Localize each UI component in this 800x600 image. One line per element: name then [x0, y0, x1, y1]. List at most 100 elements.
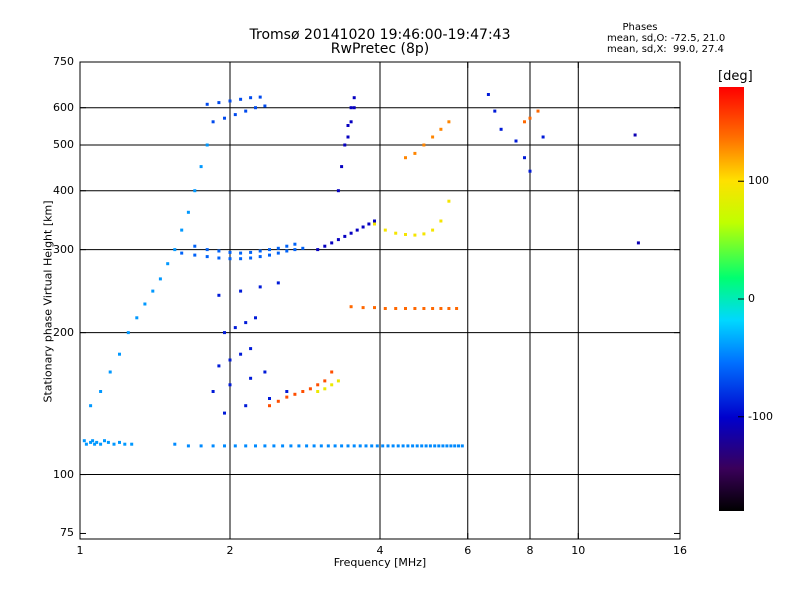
data-point	[199, 165, 203, 169]
y-tick-label: 75	[60, 526, 74, 540]
data-point	[244, 109, 248, 113]
data-point	[336, 189, 340, 193]
data-point	[373, 219, 376, 223]
data-point	[217, 293, 221, 297]
data-point	[193, 189, 197, 193]
data-point	[205, 255, 209, 259]
data-point	[364, 444, 368, 448]
axis-ticks	[79, 61, 681, 539]
data-point	[422, 307, 426, 310]
y-tick-label: 400	[53, 183, 74, 197]
data-point	[305, 444, 309, 448]
phase-stats-x-mode: mean, sd,X: 99.0, 27.4	[607, 44, 724, 55]
data-point	[118, 352, 121, 356]
data-point	[289, 444, 293, 448]
data-point	[326, 444, 330, 448]
data-point	[84, 442, 88, 446]
data-point	[233, 444, 237, 448]
data-point	[336, 238, 340, 242]
data-point	[336, 379, 340, 383]
data-point	[394, 307, 398, 310]
data-point	[394, 231, 398, 235]
data-point	[223, 411, 226, 415]
data-point	[316, 248, 320, 252]
data-point	[437, 444, 441, 448]
data-point	[541, 135, 545, 139]
data-point	[186, 210, 190, 214]
data-point	[316, 383, 320, 387]
data-point	[383, 307, 387, 310]
data-point	[108, 370, 112, 374]
data-point	[268, 397, 271, 400]
data-point	[431, 307, 435, 310]
phase-stats-o-mode: mean, sd,O: -72.5, 21.0	[607, 33, 726, 44]
data-point	[373, 306, 376, 310]
phase-stats-heading: Phases	[622, 22, 658, 33]
x-axis-label: Frequency [MHz]	[333, 556, 427, 569]
data-point	[249, 96, 253, 100]
data-point	[285, 395, 289, 399]
data-point	[406, 444, 410, 448]
data-point	[123, 442, 127, 446]
data-point	[233, 113, 237, 117]
data-point	[276, 399, 280, 403]
data-point	[180, 251, 184, 255]
data-point	[285, 390, 289, 393]
data-point	[99, 442, 103, 446]
data-point	[528, 116, 532, 120]
x-tick-label: 1	[76, 544, 84, 557]
data-point	[211, 390, 215, 393]
chart-title: Tromsø 20141020 19:46:00-19:47:43	[249, 27, 511, 43]
data-point	[258, 95, 262, 99]
data-point	[89, 440, 93, 444]
data-point	[375, 444, 379, 448]
data-point	[254, 316, 257, 320]
data-point	[404, 156, 407, 160]
data-point	[249, 376, 253, 380]
data-point	[340, 444, 344, 448]
data-point	[428, 444, 432, 448]
data-point	[431, 135, 435, 139]
y-axis-label: Stationary phase Virtual Height [km]	[41, 200, 55, 403]
data-point	[420, 444, 424, 448]
data-point	[330, 241, 334, 245]
data-point	[431, 228, 435, 232]
colorbar-tick-label: 0	[748, 292, 755, 305]
data-point	[135, 316, 139, 320]
colorbar-tick-label: 100	[748, 174, 769, 188]
data-point	[349, 231, 353, 235]
data-point	[381, 444, 385, 448]
data-point	[636, 241, 640, 245]
data-point	[93, 442, 97, 446]
data-point	[82, 439, 86, 443]
data-point	[258, 255, 262, 259]
x-tick-label: 2	[226, 544, 234, 557]
data-point	[158, 277, 162, 281]
data-point	[352, 444, 356, 448]
data-point	[330, 383, 334, 387]
x-tick-label: 4	[376, 544, 384, 557]
y-tick-label: 600	[53, 100, 74, 114]
data-point	[361, 306, 365, 310]
data-point	[130, 442, 134, 446]
data-point	[276, 246, 280, 250]
data-point	[91, 439, 95, 443]
data-point	[528, 169, 532, 173]
data-point	[293, 248, 297, 252]
data-point	[413, 151, 417, 155]
data-point	[254, 106, 257, 110]
data-point	[297, 444, 301, 448]
data-point	[217, 249, 221, 253]
data-point	[370, 444, 374, 448]
data-point	[386, 444, 390, 448]
data-point	[223, 116, 226, 120]
data-point	[447, 307, 451, 310]
chart-subtitle: RwPretec (8p)	[330, 41, 430, 57]
data-point	[239, 352, 243, 356]
y-tick-label: 200	[53, 325, 74, 339]
data-point	[349, 305, 353, 309]
data-point	[258, 285, 262, 289]
data-point	[118, 440, 121, 444]
data-point	[319, 444, 323, 448]
data-point	[536, 109, 540, 113]
